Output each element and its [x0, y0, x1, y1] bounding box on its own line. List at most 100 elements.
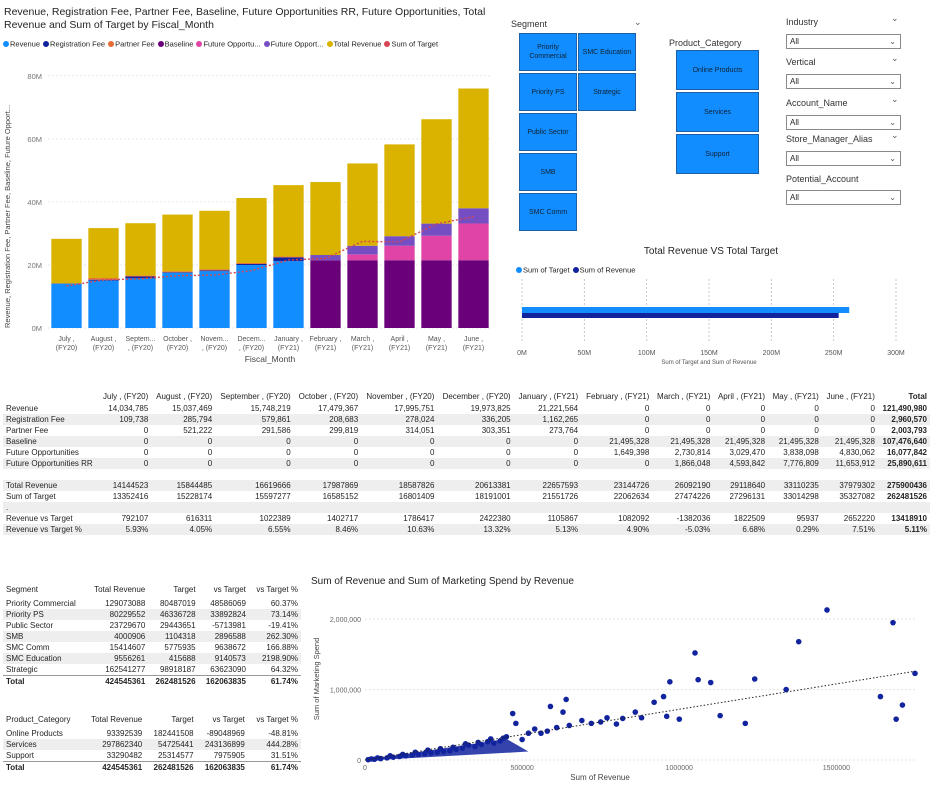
industry-dropdown[interactable]: All ⌄: [786, 34, 901, 49]
account-name-dropdown[interactable]: All ⌄: [786, 115, 901, 130]
bar-segment-partner-fee: [199, 269, 230, 271]
bar-legend-item[interactable]: Sum of Target: [516, 265, 570, 275]
matrix-row-header: Future Opportunities RR: [3, 458, 99, 469]
main-legend-item[interactable]: Sum of Target: [384, 39, 438, 49]
segment-table-column-header[interactable]: vs Target: [213, 584, 246, 594]
x-tick-label: (FY21): [352, 345, 373, 352]
product-table-cell: 31.51%: [270, 751, 298, 760]
matrix-column-header[interactable]: November , (FY20): [366, 391, 435, 401]
bar-segment-total-revenue: [199, 210, 230, 270]
matrix-cell: 6.68%: [713, 524, 769, 535]
segment-tile-smc-comm[interactable]: SMC Comm: [519, 193, 577, 231]
matrix-cell: 0: [870, 404, 875, 413]
segment-table-cell: 80229552: [85, 609, 149, 620]
product-table-cell: 444.28%: [247, 739, 301, 750]
matrix-column-header[interactable]: August , (FY20): [156, 391, 213, 401]
matrix-column-header[interactable]: October , (FY20): [298, 391, 359, 401]
scatter-point: [399, 751, 406, 758]
segment-tile-public-sector[interactable]: Public Sector: [519, 113, 577, 151]
x-tick-label: 0: [363, 765, 367, 772]
legend-dot-icon: [3, 41, 9, 48]
vertical-dropdown[interactable]: All ⌄: [786, 74, 901, 89]
chevron-down-icon: ⌄: [889, 77, 896, 86]
potential-account-dropdown[interactable]: All ⌄: [786, 190, 901, 205]
bar-segment-future-opportunities-rr: [384, 245, 415, 261]
product-table-column-header[interactable]: Target: [171, 714, 194, 724]
matrix-row: Future Opportunities RR 0 0 0 0 0 0 0 0 1,866,048…: [3, 458, 930, 469]
chevron-down-icon[interactable]: ⌄: [891, 130, 899, 140]
scatter-point: [475, 739, 481, 746]
chevron-down-icon[interactable]: ⌄: [891, 13, 899, 23]
bar-segment-total-revenue: [347, 163, 378, 246]
product-table-total-cell: 162063835: [196, 761, 248, 773]
x-tick-label: February ,: [310, 336, 342, 343]
matrix-column-header[interactable]: February , (FY21): [586, 391, 650, 401]
bar-segment-total-revenue: [125, 223, 156, 276]
main-legend-item[interactable]: Future Opport...: [263, 39, 324, 49]
matrix-cell: 33110235: [768, 480, 822, 491]
scatter-chart: Sum of Revenue and Sum of Marketing Spen…: [305, 570, 930, 800]
matrix-column-header[interactable]: April , (FY21): [717, 391, 766, 401]
matrix-cell: 0: [143, 426, 149, 435]
matrix-column-header[interactable]: July , (FY20): [102, 391, 149, 401]
main-legend-item[interactable]: Future Opportu...: [196, 39, 261, 49]
matrix-cell: 0: [293, 458, 362, 469]
segment-tile-smc-education[interactable]: SMC Education: [578, 33, 636, 71]
bar-segment-future-opportunities: [384, 236, 415, 246]
scatter-point: [604, 714, 610, 721]
product-table-column-header[interactable]: Product_Category: [6, 714, 71, 724]
main-legend-item[interactable]: Partner Fee: [108, 39, 155, 49]
main-legend-item[interactable]: Baseline: [157, 39, 193, 49]
matrix-column-header[interactable]: June , (FY21): [826, 391, 875, 401]
potential-account-dropdown-value: All: [790, 193, 799, 202]
matrix-cell: [361, 469, 437, 480]
matrix-column-header[interactable]: December , (FY20): [442, 391, 511, 401]
segment-tile-strategic[interactable]: Strategic: [578, 73, 636, 111]
product-table-column-header[interactable]: Total Revenue: [91, 714, 143, 724]
x-tick-label: (FY21): [389, 345, 410, 352]
segment-table-cell: 46336728: [148, 609, 199, 620]
chevron-down-icon[interactable]: ⌄: [891, 94, 899, 104]
matrix-cell: 616311: [186, 514, 213, 523]
segment-table-column-header[interactable]: vs Target %: [256, 584, 298, 594]
segment-tile-priority-ps[interactable]: Priority PS: [519, 73, 577, 111]
chevron-down-icon[interactable]: ⌄: [634, 17, 642, 27]
segment-tile-smb[interactable]: SMB: [519, 153, 577, 191]
main-legend-item[interactable]: Registration Fee: [43, 39, 105, 49]
scatter-point: [663, 713, 670, 720]
chevron-down-icon[interactable]: ⌄: [891, 53, 899, 63]
matrix-column-header[interactable]: Total: [908, 391, 927, 401]
product-table-column-header[interactable]: vs Target %: [256, 714, 298, 724]
product-tile-services[interactable]: Services: [676, 92, 759, 132]
potential-account-slicer-title: Potential_Account: [786, 174, 859, 184]
matrix-row-header: Future Opportunities: [6, 448, 79, 457]
matrix-column-header[interactable]: September , (FY20): [220, 391, 291, 401]
vertical-dropdown-value: All: [790, 77, 799, 86]
segment-table-column-header[interactable]: Target: [173, 584, 196, 594]
bar-segment-total-revenue: [310, 182, 341, 256]
store-manager-dropdown[interactable]: All ⌄: [786, 151, 901, 166]
matrix-corner: [3, 389, 98, 403]
bar-segment-partner-fee: [273, 256, 304, 258]
bar-segment-total-revenue: [162, 214, 193, 272]
bar-legend-item[interactable]: Sum of Revenue: [572, 265, 635, 275]
segment-table-column-header[interactable]: Segment: [6, 584, 39, 594]
matrix-cell: 262481526: [886, 492, 927, 501]
main-legend-item[interactable]: Total Revenue: [326, 39, 381, 49]
matrix-column-header[interactable]: March , (FY21): [657, 391, 711, 401]
x-tick-label: October ,: [163, 336, 192, 343]
matrix-column-header[interactable]: May , (FY21): [772, 391, 819, 401]
scatter-point: [676, 716, 683, 722]
x-tick-label: July ,: [58, 336, 74, 343]
product-tile-support[interactable]: Support: [676, 134, 759, 174]
matrix-cell: 208,683: [293, 414, 362, 425]
matrix-cell: 16,077,842: [886, 448, 927, 457]
scatter-point: [707, 679, 714, 686]
segment-table-column-header[interactable]: Total Revenue: [94, 584, 146, 594]
product-table-column-header[interactable]: vs Target: [212, 714, 245, 724]
matrix-column-header[interactable]: January , (FY21): [518, 391, 579, 401]
product-tile-online-products[interactable]: Online Products: [676, 50, 759, 90]
segment-tile-priority-commercial[interactable]: Priority Commercial: [519, 33, 577, 71]
main-legend-item[interactable]: Revenue: [3, 39, 40, 49]
matrix-cell: 26092190: [652, 480, 714, 491]
